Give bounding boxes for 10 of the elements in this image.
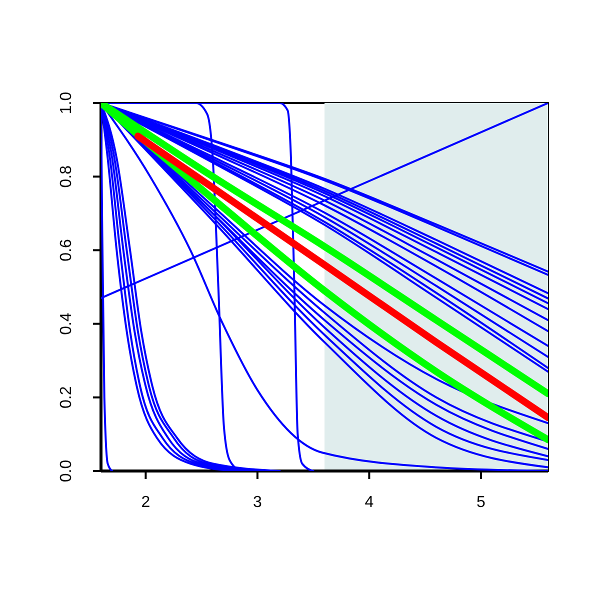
x-tick-label: 3 bbox=[252, 494, 262, 511]
y-tick-label: 0.4 bbox=[58, 312, 75, 335]
x-tick-label: 5 bbox=[476, 494, 486, 511]
x-tick-label: 2 bbox=[141, 494, 150, 511]
y-tick-label: 0.8 bbox=[58, 165, 75, 188]
x-tick-label: 4 bbox=[364, 494, 374, 511]
y-tick-label: 0.0 bbox=[58, 460, 75, 482]
y-tick-label: 1.0 bbox=[58, 92, 75, 114]
y-tick-label: 0.6 bbox=[58, 238, 75, 262]
y-tick-label: 0.2 bbox=[58, 386, 75, 409]
